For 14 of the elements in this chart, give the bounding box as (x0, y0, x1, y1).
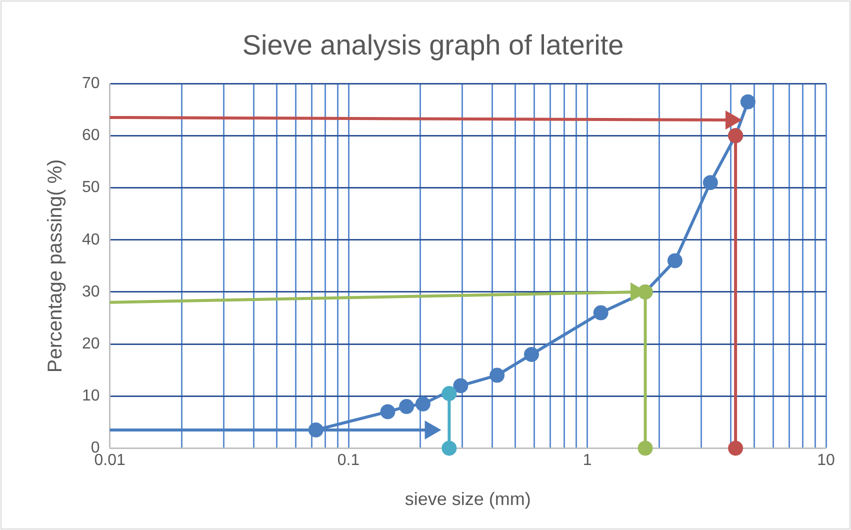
y-tick-label: 60 (82, 127, 100, 144)
x-axis-title: sieve size (mm) (404, 489, 531, 510)
y-tick-label: 40 (82, 231, 100, 248)
chart-title: Sieve analysis graph of laterite (242, 30, 624, 61)
x-tick-label: 0.1 (337, 452, 360, 470)
y-axis-title: Percentage passing( %) (44, 159, 67, 373)
x-tick-label: 0.01 (94, 452, 126, 470)
y-tick-label: 10 (82, 388, 100, 405)
y-tick-label: 70 (82, 75, 100, 92)
y-tick-label: 20 (82, 335, 100, 352)
x-tick-label: 10 (817, 452, 835, 470)
y-tick-label: 30 (82, 283, 100, 300)
x-tick-label: 1 (582, 452, 592, 470)
y-tick-label: 50 (82, 179, 100, 196)
